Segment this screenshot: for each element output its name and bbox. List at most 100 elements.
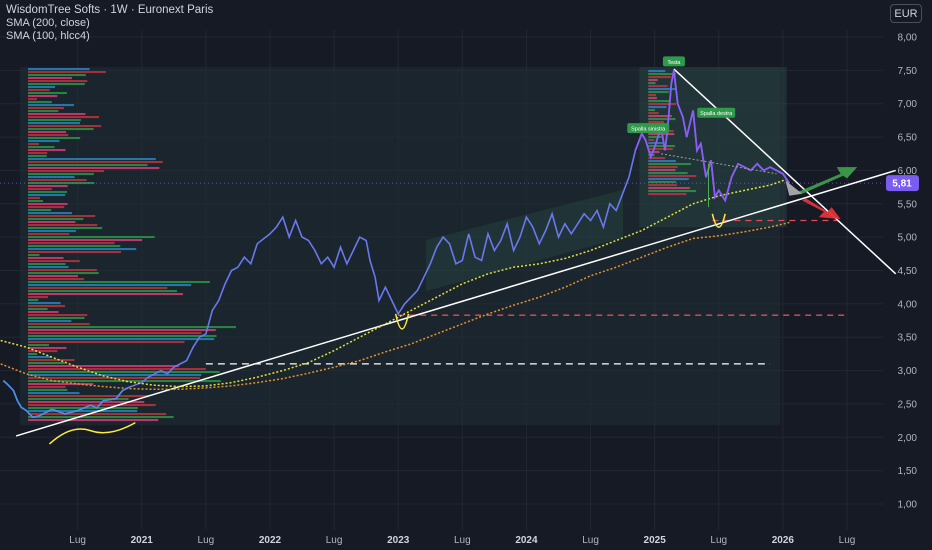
pattern-label: Testa <box>667 60 681 66</box>
volume-profile-bar-right <box>648 79 658 82</box>
volume-profile-bar <box>28 218 84 221</box>
volume-profile-bar-right <box>648 160 676 163</box>
volume-profile-bar <box>28 272 99 275</box>
volume-profile-bar <box>28 152 48 155</box>
volume-profile-bar-right <box>648 184 677 187</box>
volume-profile-bar <box>28 101 52 104</box>
x-tick-label: 2026 <box>772 535 795 546</box>
volume-profile-bar-right <box>648 88 677 91</box>
volume-profile-bar-right <box>648 109 656 112</box>
volume-profile-bar <box>28 389 68 392</box>
volume-profile-bar <box>28 401 145 404</box>
volume-profile-bar <box>28 71 106 74</box>
volume-profile-bar <box>28 281 210 284</box>
indicator-sma200-label[interactable]: SMA (200, close) <box>6 17 90 29</box>
volume-profile-bar <box>28 365 179 368</box>
y-tick-label: 3,50 <box>898 333 918 344</box>
volume-profile-bar <box>28 74 86 77</box>
series-price-early <box>2 379 130 419</box>
volume-profile-bar-right <box>648 112 659 115</box>
volume-profile-bar <box>28 419 159 422</box>
volume-profile-bar <box>28 212 72 215</box>
y-tick-label: 1,00 <box>898 500 918 511</box>
volume-profile-bar <box>28 392 80 395</box>
volume-profile-bar <box>28 158 156 161</box>
neckline <box>660 153 777 175</box>
y-tick-label: 2,00 <box>898 433 918 444</box>
volume-profile-bar <box>28 317 85 320</box>
volume-profile-bar <box>28 374 202 377</box>
volume-profile-bar <box>28 350 58 353</box>
x-tick-label: 2023 <box>387 535 410 546</box>
volume-profile-bar <box>28 128 94 131</box>
volume-profile-bar <box>28 191 67 194</box>
volume-profile-bar <box>28 293 183 296</box>
volume-profile-bar-right <box>648 100 670 103</box>
y-tick-label: 3,00 <box>898 366 918 377</box>
volume-profile-bar <box>28 200 43 203</box>
volume-profile-bar <box>28 347 67 350</box>
volume-profile-bar <box>28 266 69 269</box>
volume-profile-bar <box>28 416 174 419</box>
x-tick-label: Lug <box>69 535 86 546</box>
volume-profile-bar <box>28 263 66 266</box>
pattern-label: Spalla sinistra <box>631 127 666 133</box>
volume-profile-bar <box>28 353 38 356</box>
x-tick-label: Lug <box>326 535 343 546</box>
volume-profile-bar <box>28 305 65 308</box>
volume-profile-bar <box>28 197 41 200</box>
volume-profile-bar <box>28 131 67 134</box>
volume-profile-bar <box>28 164 148 167</box>
volume-profile-bar <box>28 170 104 173</box>
volume-profile-bar <box>28 149 66 152</box>
volume-profile-bar <box>28 125 102 128</box>
volume-profile-bar <box>28 296 48 299</box>
volume-profile-bar <box>28 338 215 341</box>
volume-profile-bar-right <box>648 139 655 142</box>
volume-profile-bar <box>28 341 185 344</box>
y-tick-label: 6,00 <box>898 166 918 177</box>
volume-profile-bar-right <box>648 94 657 97</box>
volume-profile-bar <box>28 221 76 224</box>
volume-profile-bar <box>28 377 200 380</box>
volume-profile-bar <box>28 203 68 206</box>
y-tick-label: 5,50 <box>898 199 918 210</box>
volume-profile-bar <box>28 122 81 125</box>
volume-profile-bar <box>28 302 61 305</box>
volume-profile-bar <box>28 356 52 359</box>
yellow-swing-mark <box>394 313 410 330</box>
volume-profile-bar <box>28 308 48 311</box>
volume-profile-bar-right <box>648 76 671 79</box>
volume-profile-bar <box>28 173 94 176</box>
ascending-trendline <box>15 169 896 437</box>
volume-profile-bar <box>28 362 65 365</box>
volume-profile-bar <box>28 254 40 257</box>
volume-profile-bar <box>28 314 88 317</box>
series-sma100 <box>0 221 790 391</box>
volume-profile-bar <box>28 182 95 185</box>
volume-profile-bar-right <box>648 148 673 151</box>
volume-profile-bar-right <box>648 82 656 85</box>
volume-profile-bar <box>28 185 68 188</box>
pattern-label: Spalla destra <box>700 111 733 117</box>
volume-profile-bar-right <box>648 172 688 175</box>
volume-profile-bar-right <box>648 91 669 94</box>
volume-profile-bar <box>28 140 60 143</box>
volume-profile-bar <box>28 107 64 110</box>
volume-profile-bar <box>28 179 87 182</box>
volume-profile-bar-right <box>648 169 676 172</box>
volume-profile-bar <box>28 176 75 179</box>
bearish-arrow <box>802 198 841 220</box>
chart-legend: WisdomTree Softs · 1W · Euronext Paris S… <box>6 4 213 43</box>
x-tick-label: 2021 <box>131 535 154 546</box>
volume-profile-bar <box>28 236 155 239</box>
volume-profile-bar-right <box>648 178 689 181</box>
volume-profile-bar-right <box>648 193 687 196</box>
y-tick-label: 8,00 <box>898 33 918 44</box>
volume-profile-bar <box>28 146 55 149</box>
volume-profile-bar <box>28 413 167 416</box>
currency-button[interactable]: EUR <box>890 4 922 23</box>
indicator-sma100-label[interactable]: SMA (100, hlcc4) <box>6 30 90 42</box>
volume-profile-bar-right <box>648 118 676 121</box>
